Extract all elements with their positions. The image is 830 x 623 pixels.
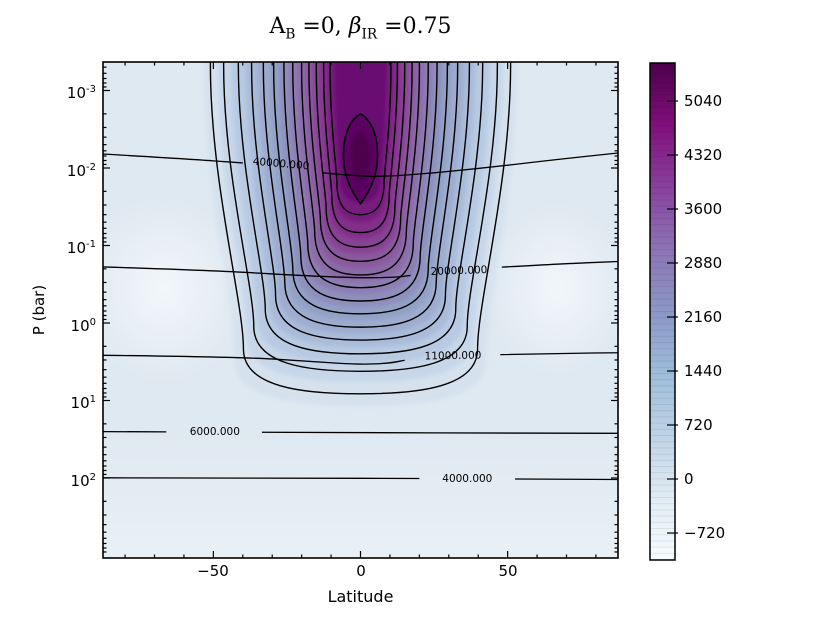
- colorbar-tick-2880: 2880: [684, 254, 723, 272]
- title-eq1: =0,: [295, 14, 349, 39]
- x-axis-label: Latitude: [327, 587, 394, 606]
- colorbar-tick-5040: 5040: [684, 92, 723, 110]
- y-tick-label-1e2: 102: [70, 472, 96, 490]
- colorbar-tick-m720: −720: [684, 524, 726, 542]
- contour-label-20000: 20000.000: [430, 264, 488, 279]
- y-tick-label-1e0: 100: [70, 317, 96, 335]
- contour-label-11000: 11000.000: [424, 349, 482, 363]
- y-axis-label: P (bar): [30, 284, 48, 336]
- contour-label-4000: 4000.000: [442, 472, 493, 485]
- y-tick-label-1e-3: 10-3: [66, 84, 96, 102]
- bright-spot: [485, 201, 618, 378]
- x-tick-label-50: 50: [498, 562, 518, 580]
- colorbar-tick-3600: 3600: [684, 200, 723, 218]
- colorbar-tick-0: 0: [684, 470, 694, 488]
- y-tick-label-1e-1: 10-1: [66, 239, 96, 257]
- y-tick-label-1e1: 101: [70, 394, 96, 412]
- y-tick-label-1e-2: 10-2: [66, 162, 96, 180]
- colorbar-tick-720: 720: [684, 416, 713, 434]
- colorbar-tick-2160: 2160: [684, 308, 723, 326]
- bright-spot: [103, 194, 249, 385]
- x-tick-label-0: 0: [356, 562, 366, 580]
- title-eq2: =0.75: [377, 14, 452, 39]
- contour-lines: [103, 62, 618, 481]
- filled-contours: [203, 62, 518, 407]
- contour-label-6000: 6000.000: [189, 426, 240, 438]
- title-var1: A: [269, 14, 286, 39]
- colorbar-tick-4320: 4320: [684, 146, 723, 164]
- x-tick-label-m50: −50: [197, 562, 229, 580]
- title-var1-sub: B: [285, 26, 296, 43]
- plot-area: [103, 62, 618, 558]
- colorbar-tick-1440: 1440: [684, 362, 723, 380]
- axis-ticks: [103, 62, 618, 558]
- title-var2-sub: IR: [361, 26, 378, 43]
- plot-title: AB =0, βIR =0.75: [103, 14, 618, 42]
- colorbar: [649, 62, 678, 561]
- title-var2: β: [348, 14, 362, 39]
